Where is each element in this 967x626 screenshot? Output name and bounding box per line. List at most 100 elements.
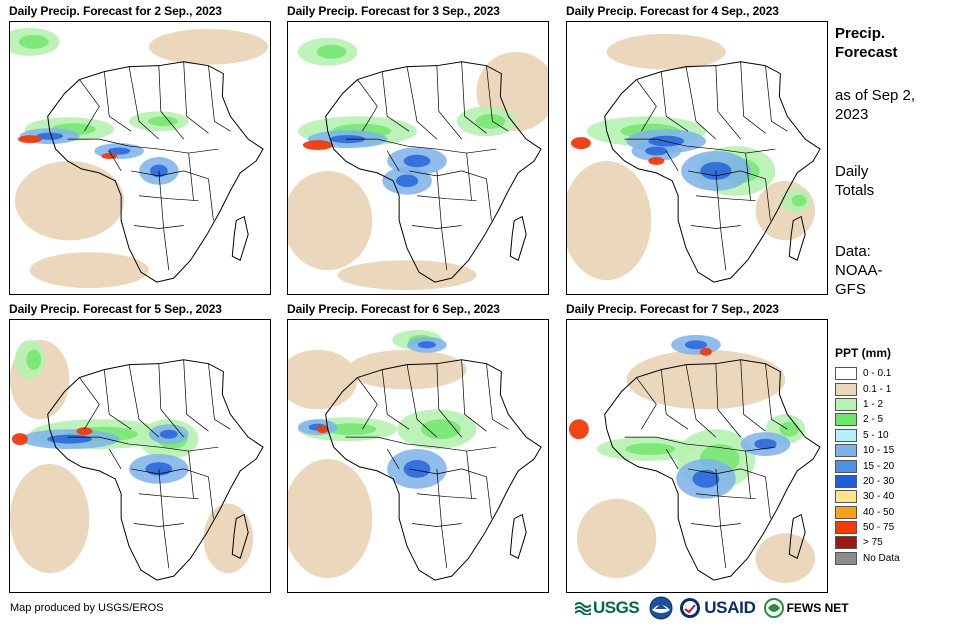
legend-item: No Data bbox=[835, 551, 900, 566]
country-border bbox=[740, 61, 766, 134]
country-border bbox=[158, 363, 184, 438]
legend-item: 0 - 0.1 bbox=[835, 366, 900, 381]
precip-area bbox=[288, 458, 373, 579]
sidebar-title: Precip. Forecast bbox=[835, 25, 898, 61]
precip-area bbox=[26, 349, 42, 370]
precip-area bbox=[337, 260, 477, 291]
madagascar-outline bbox=[231, 513, 249, 559]
precip-area bbox=[302, 140, 333, 151]
country-border bbox=[131, 468, 209, 478]
sidebar-data-source: Data: NOAA-GFS bbox=[835, 243, 883, 298]
legend-swatch bbox=[835, 459, 857, 473]
country-border bbox=[208, 65, 231, 132]
precip-area bbox=[403, 154, 431, 168]
legend-label: 5 - 10 bbox=[863, 429, 889, 441]
country-border bbox=[381, 71, 410, 132]
country-border bbox=[138, 195, 199, 202]
country-border bbox=[345, 138, 497, 154]
africa-coastline bbox=[47, 61, 264, 283]
country-border bbox=[436, 363, 462, 438]
country-border bbox=[108, 448, 122, 470]
country-border bbox=[688, 468, 766, 478]
precip-area bbox=[576, 498, 657, 579]
usgs-wave-icon bbox=[575, 602, 591, 615]
madagascar-outline bbox=[509, 513, 527, 559]
country-border bbox=[461, 61, 487, 134]
legend-label: 40 - 50 bbox=[863, 506, 895, 518]
country-border bbox=[386, 448, 400, 470]
country-border bbox=[67, 138, 219, 154]
country-border bbox=[765, 363, 788, 430]
country-border bbox=[665, 448, 679, 470]
country-border bbox=[436, 170, 448, 271]
country-border bbox=[67, 436, 219, 452]
africa-map-sep-4 bbox=[567, 33, 821, 283]
legend-item: 15 - 20 bbox=[835, 458, 900, 473]
africa-coastline bbox=[604, 61, 821, 283]
legend-label: 15 - 20 bbox=[863, 460, 895, 472]
legend-item: 2 - 5 bbox=[835, 412, 900, 427]
country-border bbox=[691, 523, 741, 527]
usaid-label: USAID bbox=[704, 598, 756, 617]
credit-text: Map produced by USGS/EROS bbox=[10, 602, 164, 614]
precip-area bbox=[684, 340, 708, 350]
country-border bbox=[406, 364, 438, 438]
country-border bbox=[183, 359, 209, 432]
country-border bbox=[765, 178, 771, 221]
precip-area bbox=[395, 174, 419, 188]
precip-area bbox=[101, 153, 118, 159]
africa-coastline bbox=[325, 359, 542, 581]
precip-area bbox=[755, 533, 816, 584]
country-border bbox=[685, 364, 717, 438]
country-border bbox=[665, 150, 679, 172]
country-border bbox=[381, 369, 410, 430]
fews-net-label: FEWS NET bbox=[786, 601, 849, 615]
country-border bbox=[745, 451, 751, 499]
country-border bbox=[345, 436, 497, 452]
noaa-seal-icon bbox=[649, 596, 673, 620]
legend-label: 30 - 40 bbox=[863, 491, 895, 503]
usaid-logo: USAID bbox=[679, 597, 756, 619]
precip-area bbox=[14, 160, 125, 241]
legend-swatch bbox=[835, 382, 857, 396]
madagascar-outline bbox=[788, 215, 806, 261]
legend-item: 1 - 2 bbox=[835, 397, 900, 412]
precip-area bbox=[107, 147, 131, 155]
country-border bbox=[79, 79, 100, 132]
precip-area bbox=[17, 135, 42, 144]
country-border bbox=[103, 71, 132, 132]
country-border bbox=[208, 476, 214, 519]
precip-area bbox=[755, 180, 816, 241]
country-border bbox=[412, 225, 462, 229]
ppt-legend: PPT (mm) 0 - 0.1 0.1 - 1 1 - 2 2 - 5 5 - 10 1… bbox=[835, 346, 900, 566]
madagascar-outline bbox=[788, 513, 806, 559]
usgs-logo: USGS bbox=[575, 598, 640, 618]
precip-area bbox=[316, 44, 347, 59]
country-border bbox=[416, 493, 477, 500]
precip-area bbox=[148, 28, 269, 65]
country-border bbox=[715, 363, 741, 438]
logo-strip: USGS USAID FEWS NET bbox=[575, 596, 849, 620]
country-border bbox=[134, 225, 184, 229]
country-border bbox=[486, 65, 509, 132]
country-border bbox=[134, 523, 184, 527]
legend-swatch bbox=[835, 444, 857, 458]
precip-area bbox=[754, 438, 777, 450]
precip-area bbox=[36, 132, 64, 140]
country-border bbox=[436, 65, 462, 140]
africa-map-sep-6 bbox=[288, 329, 542, 581]
sidebar-daily-totals: Daily Totals bbox=[835, 163, 875, 199]
country-border bbox=[128, 364, 160, 438]
legend-item: > 75 bbox=[835, 535, 900, 550]
precip-area bbox=[699, 347, 712, 356]
precip-area bbox=[76, 427, 93, 436]
legend-label: 2 - 5 bbox=[863, 414, 884, 426]
precip-area bbox=[159, 429, 178, 439]
precip-area bbox=[648, 157, 665, 165]
precip-map bbox=[566, 319, 828, 593]
precip-map bbox=[566, 21, 828, 295]
africa-map-sep-3 bbox=[288, 37, 548, 291]
legend-item: 50 - 75 bbox=[835, 520, 900, 535]
country-border bbox=[624, 138, 776, 154]
country-border bbox=[695, 493, 756, 500]
